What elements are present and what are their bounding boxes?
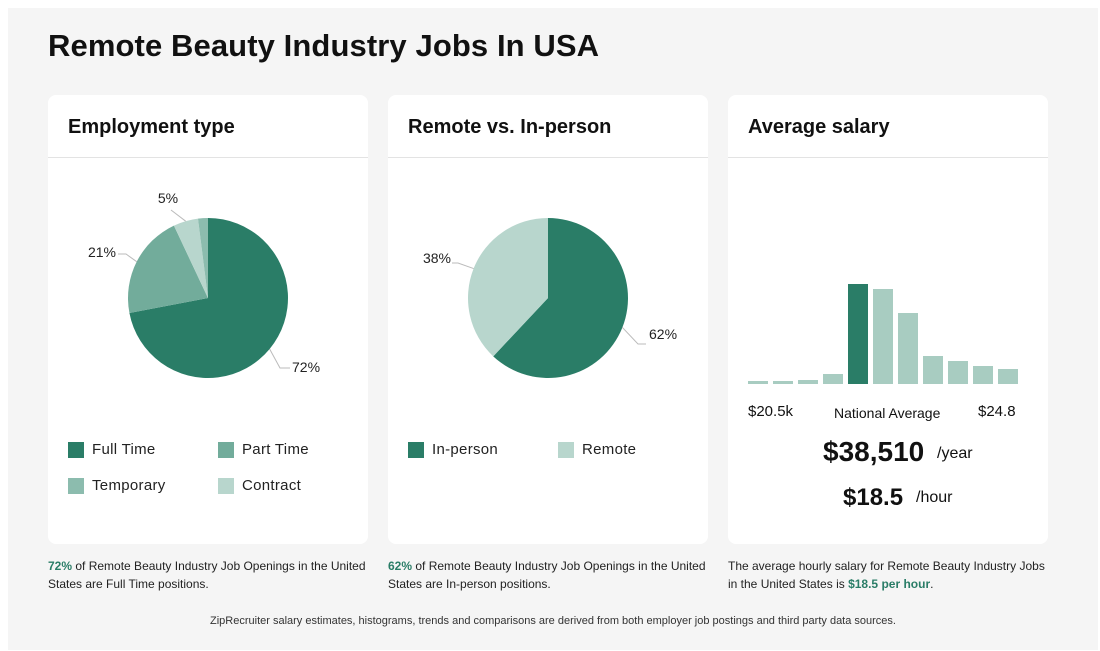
pie-leader-line bbox=[118, 253, 138, 263]
histogram-bar bbox=[798, 380, 818, 384]
legend-label: Remote bbox=[582, 441, 637, 458]
note-highlight: 72% bbox=[48, 559, 73, 573]
employment-type-pie-chart: 72% 21% 5% bbox=[88, 190, 320, 378]
pie-data-label: 62% bbox=[649, 326, 677, 342]
pie-slice-full-time bbox=[129, 218, 288, 378]
card-title: Employment type bbox=[68, 116, 235, 138]
pie-leader-line bbox=[170, 209, 186, 222]
legend-swatch bbox=[218, 477, 234, 494]
salary-histogram bbox=[748, 284, 1018, 384]
pie-leader-line bbox=[622, 327, 646, 345]
note-highlight: 62% bbox=[388, 559, 413, 573]
page-title: Remote Beauty Industry Jobs In USA bbox=[48, 28, 600, 63]
legend-label: Temporary bbox=[92, 477, 166, 494]
histogram-bar bbox=[823, 374, 843, 384]
yearly-unit: /year bbox=[937, 445, 973, 462]
note-end: . bbox=[930, 577, 934, 591]
legend-swatch bbox=[68, 477, 84, 494]
legend-label: In-person bbox=[432, 441, 499, 458]
pie-leader-line bbox=[269, 348, 290, 369]
employment-type-card: Employment type 72% 21% 5% Full Time Part … bbox=[48, 95, 368, 544]
legend-item-remote: Remote bbox=[558, 441, 636, 458]
footer-disclaimer: ZipRecruiter salary estimates, histogram… bbox=[210, 615, 896, 627]
card-divider bbox=[48, 157, 368, 158]
hourly-salary-value: $18.5 bbox=[843, 484, 904, 511]
histogram-bar bbox=[998, 369, 1018, 384]
national-average-label: National Average bbox=[834, 405, 941, 421]
yearly-salary-value: $38,510 bbox=[823, 436, 925, 467]
legend-swatch bbox=[218, 441, 234, 458]
histogram-bar-highlight bbox=[848, 284, 868, 384]
pie-slice-remote bbox=[468, 218, 548, 357]
legend-item-in-person: In-person bbox=[408, 441, 498, 458]
card-divider bbox=[388, 157, 708, 158]
histogram-bar bbox=[773, 381, 793, 384]
pie-data-label: 21% bbox=[88, 244, 116, 260]
histogram-bar bbox=[948, 361, 968, 384]
legend-swatch bbox=[558, 441, 574, 458]
card-title: Average salary bbox=[748, 116, 890, 138]
hourly-unit: /hour bbox=[916, 489, 953, 506]
page-frame: Remote Beauty Industry Jobs In USA Emplo… bbox=[8, 8, 1098, 650]
pie-data-label: 5% bbox=[158, 190, 178, 206]
remote-vs-inperson-pie-chart: 62% 38% bbox=[423, 218, 677, 378]
pie-slice-part-time bbox=[128, 225, 208, 313]
remote-note: 62% of Remote Beauty Industry Job Openin… bbox=[388, 557, 710, 593]
note-text: of Remote Beauty Industry Job Openings i… bbox=[388, 559, 706, 591]
pie-slice-contract bbox=[197, 218, 208, 298]
employment-note: 72% of Remote Beauty Industry Job Openin… bbox=[48, 557, 370, 593]
salary-min-label: $20.5k bbox=[748, 403, 794, 420]
remote-vs-inperson-card: Remote vs. In-person 62% 38% In-person Re… bbox=[388, 95, 708, 544]
legend-item-part-time: Part Time bbox=[218, 441, 309, 458]
note-text: The average hourly salary for Remote Bea… bbox=[728, 559, 1045, 591]
histogram-bar bbox=[973, 366, 993, 384]
pie-leader-line bbox=[452, 262, 474, 270]
card-divider bbox=[728, 157, 1048, 158]
legend-swatch bbox=[68, 441, 84, 458]
pie-data-label: 38% bbox=[423, 250, 451, 266]
note-highlight: $18.5 per hour bbox=[848, 577, 931, 591]
histogram-bar bbox=[898, 313, 918, 384]
salary-max-label: $24.8 bbox=[978, 403, 1016, 420]
histogram-bar bbox=[748, 381, 768, 384]
legend-label: Contract bbox=[242, 477, 302, 494]
legend-item-full-time: Full Time bbox=[68, 441, 156, 458]
histogram-bar bbox=[873, 289, 893, 384]
legend-item-temporary: Temporary bbox=[68, 477, 166, 494]
legend-swatch bbox=[408, 441, 424, 458]
legend-label: Full Time bbox=[92, 441, 156, 458]
salary-note: The average hourly salary for Remote Bea… bbox=[728, 557, 1050, 593]
pie-slice-temporary bbox=[173, 218, 208, 298]
note-text: of Remote Beauty Industry Job Openings i… bbox=[48, 559, 366, 591]
average-salary-card: Average salary $20.5k National Average $… bbox=[728, 95, 1048, 544]
pie-slice-in-person bbox=[493, 218, 628, 378]
card-title: Remote vs. In-person bbox=[408, 116, 612, 138]
pie-data-label: 72% bbox=[292, 359, 320, 375]
legend-label: Part Time bbox=[242, 441, 309, 458]
histogram-bar bbox=[923, 356, 943, 384]
legend-item-contract: Contract bbox=[218, 477, 301, 494]
